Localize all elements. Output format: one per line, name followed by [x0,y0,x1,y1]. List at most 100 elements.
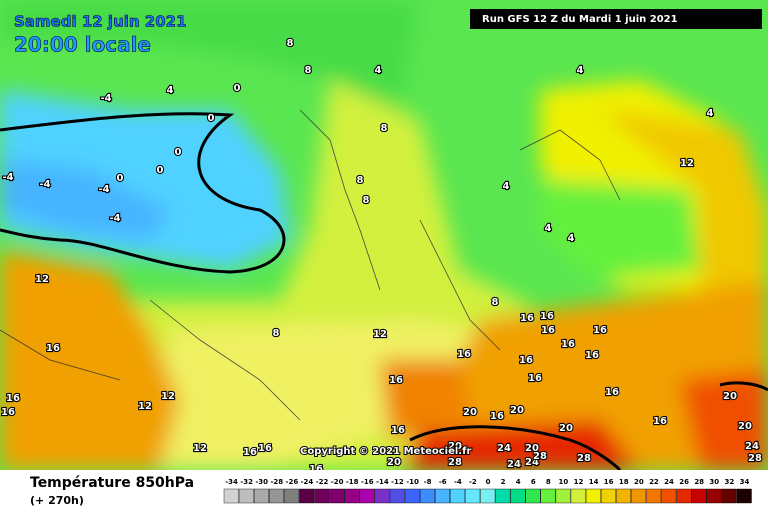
scale-tick-label: -22 [316,478,329,486]
contour-label: 20 [559,423,573,434]
coastlines [0,109,621,421]
contour-label: 16 [1,407,15,418]
contour-label: 8 [492,297,499,308]
contour-label: 20 [738,421,752,432]
color-scale: -34 -32 -30 -28 -26 -24 -22 -20 -18 -16 -14 -12 -10-… [223,478,752,504]
scale-swatch [314,488,330,504]
contour-label: 0 [157,165,164,176]
scale-swatch [269,488,285,504]
temperature-field [0,0,768,470]
scale-swatch [585,488,601,504]
scale-swatch [540,488,556,504]
contour-label: 16 [605,387,619,398]
scale-swatch [600,488,616,504]
scale-swatch [344,488,360,504]
contour-label: 16 [457,349,471,360]
contour-label: 4 [577,65,584,76]
scale-tick-label: -12 [391,478,404,486]
scale-swatch [616,488,632,504]
contour-label: 16 [46,343,60,354]
contour-label: 8 [363,195,370,206]
contour-label: 8 [357,175,364,186]
scale-swatch [238,488,254,504]
scale-swatch [706,488,722,504]
scale-tick-label: -30 [255,478,268,486]
scale-tick-label: 10 [559,478,569,486]
scale-swatch [389,488,405,504]
contour-label: 28 [533,451,547,462]
contour-label: 20 [510,405,524,416]
scale-tick-label: 4 [516,478,521,486]
scale-tick-label: -8 [424,478,432,486]
contour-label: 16 [6,393,20,404]
scale-tick-label: 18 [619,478,629,486]
legend-subtitle: (+ 270h) [30,494,84,507]
contour-label: 28 [448,457,462,468]
scale-swatch [465,488,481,504]
contour-label: 20 [723,391,737,402]
scale-tick-label: 6 [531,478,536,486]
contour-label: 12 [680,158,694,169]
scale-swatch [284,488,300,504]
scale-swatch [223,488,239,504]
contour-label: -4 [98,184,109,195]
scale-swatch [404,488,420,504]
scale-swatch [435,488,450,504]
contour-label: 24 [525,457,539,468]
contour-label: 16 [490,411,504,422]
contour-label: 20 [448,441,462,452]
scale-tick-label: -10 [406,478,419,486]
run-box [470,9,762,29]
contour-label: 12 [193,443,207,454]
contour-label: 4 [545,223,552,234]
contour-label: 0 [208,113,215,124]
scale-swatch [374,488,390,504]
scale-tick-label: 32 [724,478,734,486]
scale-tick-label: 28 [694,478,704,486]
scale-tick-label: 8 [546,478,551,486]
scale-tick-label: -16 [361,478,374,486]
contour-24 [409,425,622,472]
scale-swatch [359,488,375,504]
contour-label: -4 [39,179,50,190]
contour-24-east [719,381,768,392]
contour-label: 16 [528,373,542,384]
time-label: 20:00 locale [14,33,151,57]
contour-label: 16 [541,325,555,336]
scale-swatch [450,488,466,504]
scale-tick-label: -26 [286,478,299,486]
scale-swatch [329,488,345,504]
scale-tick-label: 16 [604,478,614,486]
contour-label: 0 [234,83,241,94]
scale-swatch [691,488,707,504]
scale-tick-label: 34 [740,478,750,486]
contour-label: 8 [273,328,280,339]
contour-label: 16 [653,416,667,427]
contour-label: 16 [519,355,533,366]
scale-tick-label: -32 [240,478,253,486]
scale-swatch [419,488,435,504]
contour-label: 12 [373,329,387,340]
scale-tick-label: -4 [454,478,462,486]
contour-label: 4 [503,181,510,192]
scale-tick-label: -6 [439,478,447,486]
contour-label: 12 [138,401,152,412]
contour-label: 20 [525,443,539,454]
scale-tick-label: 30 [709,478,719,486]
scale-tick-label: 12 [574,478,584,486]
scale-tick-label: 2 [501,478,506,486]
contour-label: 16 [391,425,405,436]
scale-tick-label: -34 [225,478,238,486]
scale-tick-label: -18 [346,478,359,486]
scale-swatch [676,488,692,504]
scale-swatch [631,488,647,504]
scale-tick-label: -14 [376,478,389,486]
scale-tick-label: 14 [589,478,599,486]
contour-label: 16 [258,443,272,454]
copyright: Copyright © 2021 Meteociel.fr [300,446,471,457]
contour-label: 16 [540,311,554,322]
contour-label: 16 [585,350,599,361]
